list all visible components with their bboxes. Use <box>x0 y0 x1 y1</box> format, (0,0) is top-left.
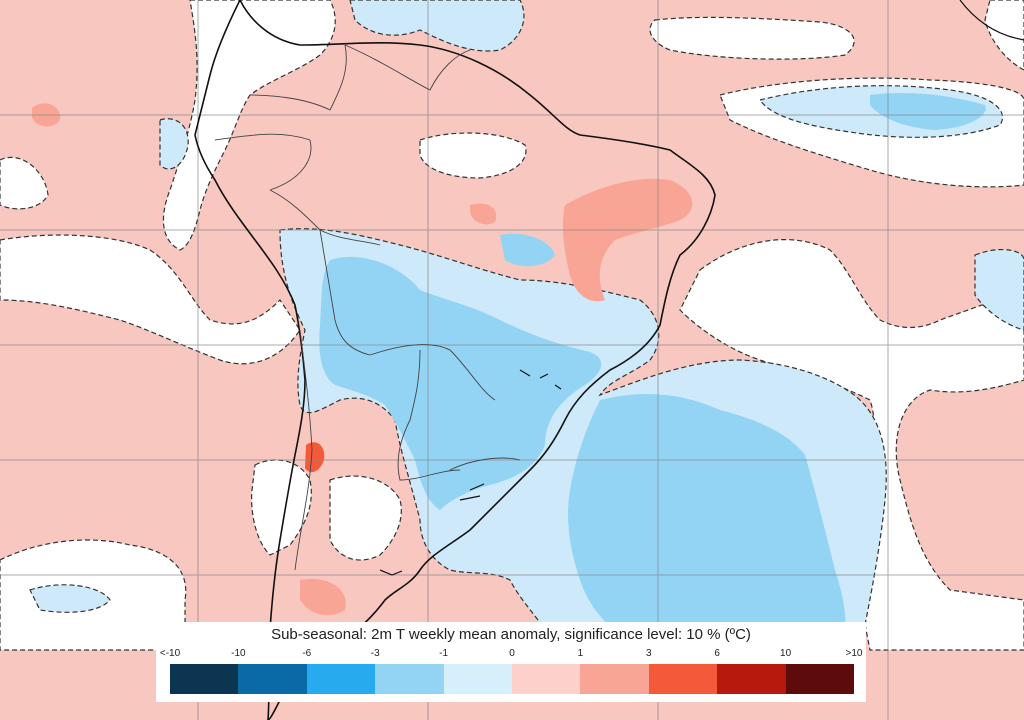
positive-moderate-regions <box>32 103 693 616</box>
legend-swatch <box>443 664 513 694</box>
legend-tick-label: 10 <box>780 648 792 659</box>
legend-swatch <box>512 664 581 694</box>
country-borders <box>214 44 521 571</box>
legend-swatch <box>238 664 307 694</box>
legend-tick-label: <-10 <box>159 648 181 659</box>
legend-tick-label: 6 <box>714 648 720 659</box>
neutral-regions <box>0 0 1024 651</box>
legend-swatch <box>170 664 239 694</box>
legend-colorbar <box>170 664 855 694</box>
legend-tick-label: -6 <box>302 648 312 659</box>
legend-tick-label: 0 <box>509 648 515 659</box>
legend-tick-label: -3 <box>370 648 380 659</box>
legend-swatch <box>785 664 855 694</box>
legend-swatch <box>580 664 649 694</box>
coast-details <box>379 0 1024 576</box>
legend-swatch <box>306 664 376 694</box>
legend-title: Sub-seasonal: 2m T weekly mean anomaly, … <box>271 626 751 643</box>
legend-tick-label: -10 <box>231 648 246 659</box>
legend-swatch <box>648 664 718 694</box>
legend-swatch <box>375 664 444 694</box>
legend-swatch <box>717 664 786 694</box>
legend-tick-label: >10 <box>845 648 863 659</box>
positive-strong-regions <box>305 442 325 473</box>
legend-tick-label: -1 <box>439 648 449 659</box>
legend-tick-label: 3 <box>646 648 652 659</box>
legend-tick-label: 1 <box>577 648 584 659</box>
south-america-coastline <box>194 0 716 720</box>
legend-panel: Sub-seasonal: 2m T weekly mean anomaly, … <box>156 622 866 702</box>
negative-moderate-regions <box>319 93 986 650</box>
